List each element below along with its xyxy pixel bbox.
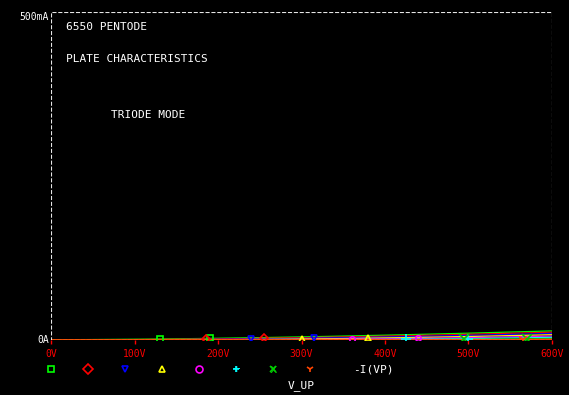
Text: +: +	[232, 363, 240, 376]
Text: PLATE CHARACTERISTICS: PLATE CHARACTERISTICS	[66, 55, 208, 64]
Text: TRIODE MODE: TRIODE MODE	[112, 110, 185, 120]
Text: 0A: 0A	[37, 335, 49, 345]
Text: V_UP: V_UP	[288, 380, 315, 391]
Text: x: x	[269, 363, 277, 376]
Text: 500mA: 500mA	[19, 12, 49, 22]
Text: -I(VP): -I(VP)	[353, 364, 393, 374]
Text: 6550 PENTODE: 6550 PENTODE	[66, 22, 147, 32]
